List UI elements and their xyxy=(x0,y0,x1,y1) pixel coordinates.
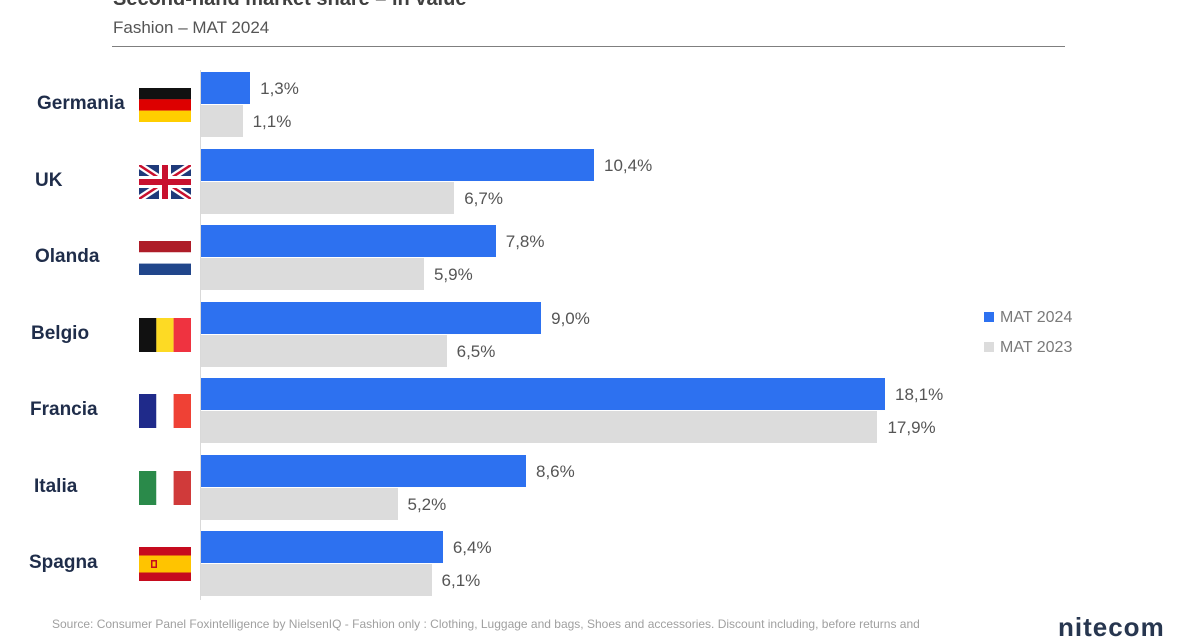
bar-mat-2024-italia xyxy=(201,454,526,487)
value-label-mat-2024-spagna: 6,4% xyxy=(452,538,492,557)
value-label-mat-2023-francia: 17,9% xyxy=(887,418,936,437)
value-label-mat-2023-belgio: 6,5% xyxy=(456,341,496,361)
bar-mat-2023-francia xyxy=(201,411,878,443)
legend-item-mat-2024: MAT 2024 xyxy=(984,309,1082,327)
bar-mat-2023-uk xyxy=(201,181,455,214)
legend-swatch-mat-2024 xyxy=(984,312,994,322)
value-label-mat-2023-olanda: 5,9% xyxy=(433,265,473,284)
flag-italy-icon xyxy=(139,470,191,505)
category-label-olanda: Olanda xyxy=(35,246,100,267)
header-divider xyxy=(112,46,1065,47)
legend-swatch-mat-2023 xyxy=(984,342,994,352)
category-label-uk: UK xyxy=(35,169,63,191)
bar-mat-2024-belgio xyxy=(201,301,542,334)
value-label-mat-2023-spagna: 6,1% xyxy=(441,571,481,590)
category-label-belgio: Belgio xyxy=(31,322,90,344)
chart-subtitle: Fashion – MAT 2024 xyxy=(113,18,270,37)
source-note: Source: Consumer Panel Foxintelligence b… xyxy=(52,617,920,631)
chart-title: Second-hand market share – in value xyxy=(113,0,466,11)
value-label-mat-2023-italia: 5,2% xyxy=(407,494,447,514)
bar-mat-2023-spagna xyxy=(201,564,432,596)
flag-netherlands-icon xyxy=(139,241,191,275)
category-label-italia: Italia xyxy=(34,475,78,497)
value-label-mat-2024-germania: 1,3% xyxy=(260,79,299,98)
legend-label-mat-2023: MAT 2023 xyxy=(1000,339,1073,356)
category-label-germania: Germania xyxy=(37,93,125,114)
bar-mat-2023-belgio xyxy=(201,334,447,367)
bar-mat-2024-spagna xyxy=(201,531,443,563)
bar-mat-2024-francia xyxy=(201,378,885,410)
flag-belgium-icon xyxy=(139,317,191,352)
bar-mat-2023-germania xyxy=(201,105,243,137)
bar-mat-2024-uk xyxy=(201,148,595,181)
category-label-spagna: Spagna xyxy=(29,552,98,573)
value-label-mat-2024-francia: 18,1% xyxy=(895,385,944,404)
category-label-francia: Francia xyxy=(30,399,98,420)
value-label-mat-2024-italia: 8,6% xyxy=(535,461,575,481)
flag-uk-icon xyxy=(139,164,191,199)
category-axis-line xyxy=(200,70,201,600)
value-label-mat-2024-olanda: 7,8% xyxy=(505,232,545,251)
value-label-mat-2023-uk: 6,7% xyxy=(464,188,503,208)
flag-germany-icon xyxy=(139,88,191,122)
legend-label-mat-2024: MAT 2024 xyxy=(1000,309,1073,326)
legend-item-mat-2023: MAT 2023 xyxy=(984,339,1082,357)
bar-mat-2023-olanda xyxy=(201,258,424,290)
value-label-mat-2024-belgio: 9,0% xyxy=(551,308,590,328)
flag-spain-icon xyxy=(139,547,191,581)
bar-mat-2024-germania xyxy=(201,72,251,104)
bar-mat-2023-italia xyxy=(201,487,398,520)
value-label-mat-2023-germania: 1,1% xyxy=(252,112,292,131)
bar-mat-2024-olanda xyxy=(201,225,496,257)
value-label-mat-2024-uk: 10,4% xyxy=(604,155,653,175)
flag-france-icon xyxy=(139,394,191,428)
